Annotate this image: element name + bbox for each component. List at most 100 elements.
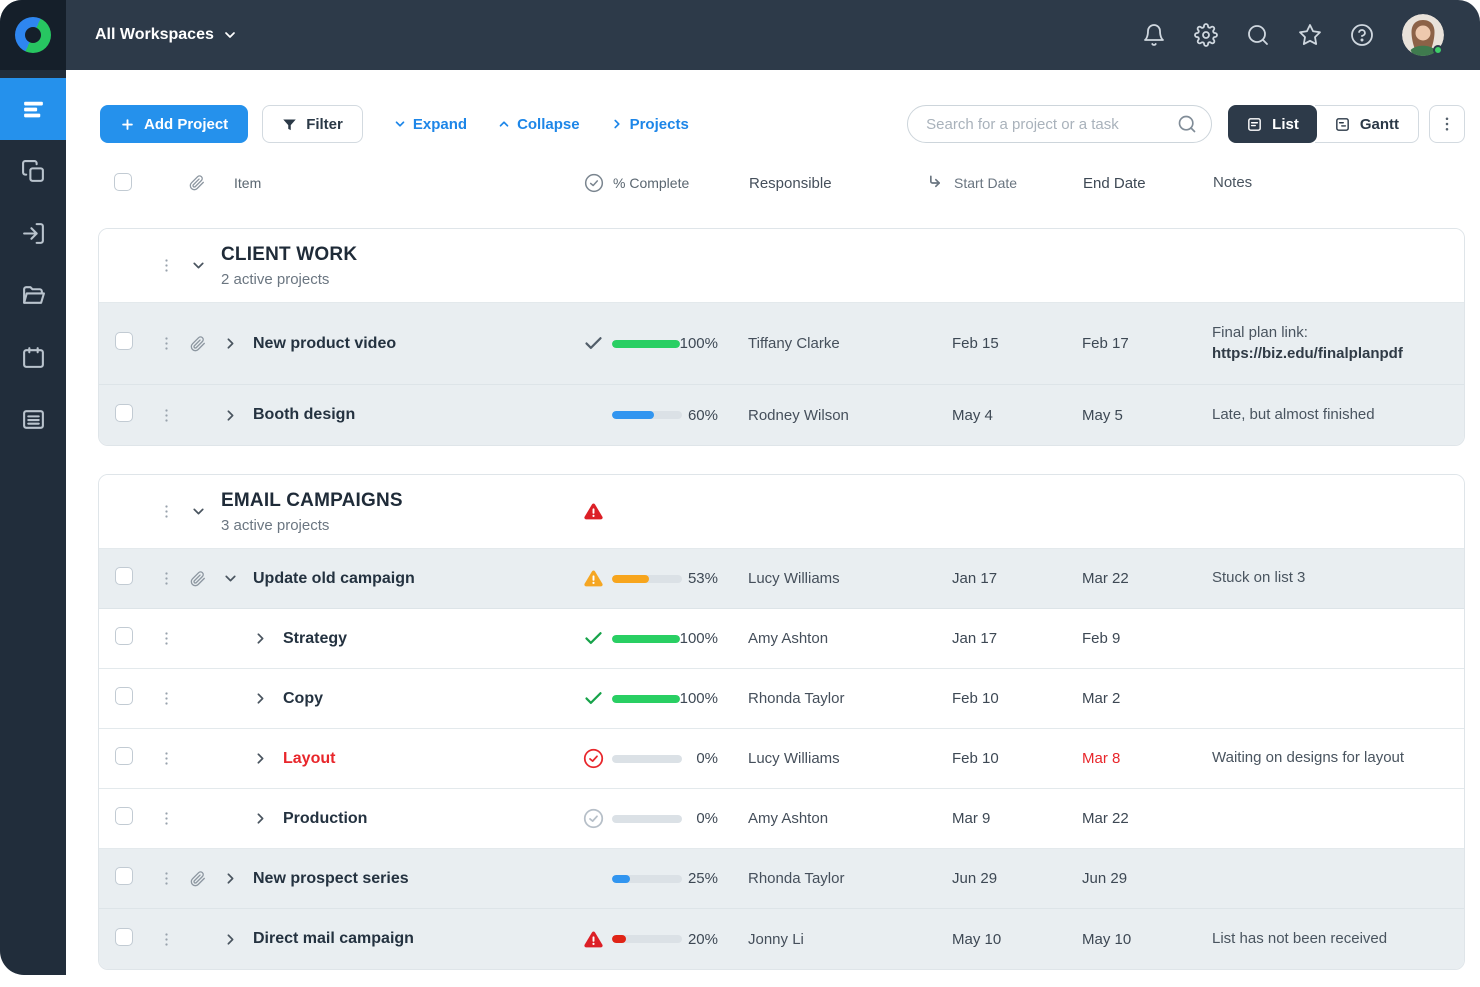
kebab-icon xyxy=(158,630,175,647)
expand-chevron[interactable] xyxy=(243,750,277,767)
header-responsible[interactable]: Responsible xyxy=(725,175,925,192)
search-input[interactable] xyxy=(907,105,1212,143)
task-name[interactable]: Layout xyxy=(283,750,335,768)
task-name[interactable]: Direct mail campaign xyxy=(253,930,414,948)
filter-button[interactable]: Filter xyxy=(262,105,363,143)
task-name[interactable]: Booth design xyxy=(253,406,355,424)
row-menu-button[interactable] xyxy=(149,931,183,948)
app-logo[interactable] xyxy=(0,0,66,70)
sidebar-item-calendar[interactable] xyxy=(0,326,66,388)
group-collapse-chevron[interactable] xyxy=(183,503,213,520)
responsible: Rhonda Taylor xyxy=(724,870,924,887)
search-icon[interactable] xyxy=(1246,23,1270,47)
end-date: Mar 2 xyxy=(1054,690,1184,707)
row-menu-button[interactable] xyxy=(149,257,183,274)
row-menu-button[interactable] xyxy=(149,810,183,827)
task-name[interactable]: Strategy xyxy=(283,630,347,648)
progress-bar xyxy=(612,815,682,823)
group-collapse-chevron[interactable] xyxy=(183,257,213,274)
row-checkbox[interactable] xyxy=(115,332,133,350)
sidebar-item-projects[interactable] xyxy=(0,140,66,202)
progress-percent: 100% xyxy=(680,630,718,647)
expand-chevron[interactable] xyxy=(243,690,277,707)
responsible: Tiffany Clarke xyxy=(724,335,924,352)
expand-chevron[interactable] xyxy=(213,870,247,887)
calendar-icon xyxy=(21,345,46,370)
start-date: Mar 9 xyxy=(924,810,1054,827)
sidebar-item-task-list[interactable] xyxy=(0,78,66,140)
list-view-button[interactable]: List xyxy=(1228,105,1317,143)
row-menu-button[interactable] xyxy=(149,570,183,587)
row-checkbox[interactable] xyxy=(115,567,133,585)
gantt-view-button[interactable]: Gantt xyxy=(1315,105,1419,143)
row-checkbox[interactable] xyxy=(115,747,133,765)
expand-chevron[interactable] xyxy=(243,810,277,827)
task-name[interactable]: Production xyxy=(283,810,367,828)
sidebar-item-sign-in[interactable] xyxy=(0,202,66,264)
help-icon[interactable] xyxy=(1350,23,1374,47)
progress-bar xyxy=(612,935,682,943)
end-date: Jun 29 xyxy=(1054,870,1184,887)
header-end-date[interactable]: End Date xyxy=(1055,175,1185,192)
row-menu-button[interactable] xyxy=(149,335,183,352)
progress-percent: 100% xyxy=(680,335,718,352)
sidebar-item-board-details[interactable] xyxy=(0,388,66,450)
row-checkbox[interactable] xyxy=(115,404,133,422)
row-checkbox[interactable] xyxy=(115,687,133,705)
group-title[interactable]: EMAIL CAMPAIGNS xyxy=(221,490,574,512)
toolbar: Add Project Filter Expand Collapse Proje… xyxy=(98,105,1465,143)
progress-percent: 0% xyxy=(696,750,718,767)
expand-chevron[interactable] xyxy=(213,407,247,424)
header-item[interactable]: Item xyxy=(212,175,575,191)
notifications-bell-icon[interactable] xyxy=(1142,23,1166,47)
more-options-button[interactable] xyxy=(1429,105,1465,143)
task-name[interactable]: Copy xyxy=(283,690,323,708)
row-menu-button[interactable] xyxy=(149,407,183,424)
expand-chevron[interactable] xyxy=(213,335,247,352)
projects-link[interactable]: Projects xyxy=(610,116,689,133)
chevron-down-icon xyxy=(393,117,407,131)
filter-label: Filter xyxy=(306,116,343,133)
start-date: Jun 29 xyxy=(924,870,1054,887)
add-project-label: Add Project xyxy=(144,116,228,133)
sidebar-item-folders[interactable] xyxy=(0,264,66,326)
row-menu-button[interactable] xyxy=(149,503,183,520)
progress-bar xyxy=(612,755,682,763)
notes: List has not been received xyxy=(1184,929,1464,949)
header-start-date[interactable]: Start Date xyxy=(954,175,1017,191)
header-complete[interactable]: % Complete xyxy=(613,175,725,191)
status-icon xyxy=(574,333,612,354)
select-all-checkbox[interactable] xyxy=(114,173,132,191)
row-checkbox[interactable] xyxy=(115,867,133,885)
user-avatar[interactable] xyxy=(1402,14,1444,56)
row-checkbox[interactable] xyxy=(115,928,133,946)
workspace-switcher[interactable]: All Workspaces xyxy=(95,26,238,44)
expand-chevron[interactable] xyxy=(213,931,247,948)
row-checkbox[interactable] xyxy=(115,627,133,645)
expand-chevron[interactable] xyxy=(243,630,277,647)
row-menu-button[interactable] xyxy=(149,750,183,767)
add-project-button[interactable]: Add Project xyxy=(100,105,248,143)
task-name[interactable]: Update old campaign xyxy=(253,570,415,588)
row-menu-button[interactable] xyxy=(149,630,183,647)
row-menu-button[interactable] xyxy=(149,690,183,707)
task-row: New product video100%Tiffany ClarkeFeb 1… xyxy=(99,303,1464,385)
favorites-star-icon[interactable] xyxy=(1298,23,1322,47)
collapse-link[interactable]: Collapse xyxy=(497,116,580,133)
expand-link[interactable]: Expand xyxy=(393,116,467,133)
row-checkbox[interactable] xyxy=(115,807,133,825)
task-name[interactable]: New product video xyxy=(253,335,396,353)
header-notes[interactable]: Notes xyxy=(1185,173,1465,193)
task-name[interactable]: New prospect series xyxy=(253,870,409,888)
dependency-arrow-icon xyxy=(925,173,945,193)
progress-cell: 25% xyxy=(612,870,724,887)
attachment-indicator xyxy=(183,336,213,352)
group-title[interactable]: CLIENT WORK xyxy=(221,244,574,266)
settings-gear-icon[interactable] xyxy=(1194,23,1218,47)
chevron-right-icon xyxy=(610,117,624,131)
responsible: Amy Ashton xyxy=(724,810,924,827)
expand-chevron[interactable] xyxy=(213,570,247,587)
row-menu-button[interactable] xyxy=(149,870,183,887)
responsible: Amy Ashton xyxy=(724,630,924,647)
projects-icon xyxy=(21,159,46,184)
